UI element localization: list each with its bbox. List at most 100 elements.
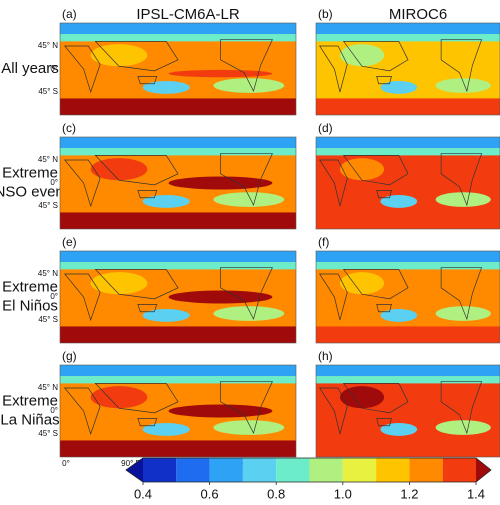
row-label: All years <box>1 60 59 77</box>
map-polar-band <box>316 262 500 270</box>
map-southern-band <box>316 212 500 229</box>
colorbar-bin <box>376 458 410 482</box>
map-blob <box>213 306 285 321</box>
panel-label: (b) <box>318 7 333 21</box>
map-blob <box>339 158 385 181</box>
lat-label: 45° S <box>38 315 58 324</box>
map-blob <box>213 420 285 435</box>
column-title: IPSL-CM6A-LR <box>136 6 240 23</box>
colorbar-bin <box>242 458 277 482</box>
map <box>59 364 297 458</box>
map-polar-band <box>60 251 296 263</box>
map-blob <box>339 44 385 67</box>
lat-label: 45° N <box>38 41 58 50</box>
map-blob <box>142 80 190 94</box>
colorbar-bin <box>209 458 243 482</box>
map-blob <box>142 194 190 208</box>
lat-label: 45° N <box>38 269 58 278</box>
coastline <box>63 153 273 208</box>
colorbar-tick-label: 1.4 <box>467 486 485 501</box>
map-blob <box>142 422 190 436</box>
coastline <box>319 39 483 93</box>
colorbar-bin <box>309 458 343 482</box>
map-frame <box>59 22 297 116</box>
panel-label: (g) <box>62 349 77 363</box>
map-blob <box>435 420 491 435</box>
map-pacific <box>168 404 273 418</box>
map <box>315 22 500 116</box>
row-label: Extreme <box>2 278 58 295</box>
map-polar-band <box>60 376 296 384</box>
row-label: Extreme <box>2 164 58 181</box>
map-frame <box>59 250 297 344</box>
map-polar-band <box>316 251 500 263</box>
colorbar-bin <box>409 458 443 482</box>
colorbar-tick-label: 1.2 <box>400 486 418 501</box>
map-blob <box>380 308 418 322</box>
map-frame <box>315 22 500 116</box>
map-frame <box>59 364 297 458</box>
map-blob <box>380 80 418 94</box>
map-blob <box>435 192 491 207</box>
panel-label: (e) <box>62 235 77 249</box>
map-blob <box>213 192 285 207</box>
lat-label: 45° S <box>38 201 58 210</box>
map-pacific <box>168 290 273 304</box>
lat-label: 0° <box>50 292 58 301</box>
row-label: Extreme <box>2 392 58 409</box>
coastline <box>63 381 273 436</box>
map <box>315 250 500 344</box>
map-frame <box>315 136 500 230</box>
coastline <box>319 381 483 435</box>
map <box>59 136 297 230</box>
column-title: MIROC6 <box>389 6 447 23</box>
colorbar-bin <box>442 458 476 482</box>
map-polar-band <box>316 148 500 156</box>
panel-label: (h) <box>318 349 333 363</box>
map-blob <box>213 78 285 93</box>
row-label: El Niños <box>2 297 58 314</box>
map-blob <box>435 306 491 321</box>
map-frame <box>315 250 500 344</box>
map-southern-band <box>60 440 296 457</box>
lat-label: 0° <box>50 406 58 415</box>
map-polar-band <box>60 365 296 377</box>
colorbar-bin <box>342 458 377 482</box>
map-polar-band <box>60 34 296 42</box>
map-blob <box>90 272 148 295</box>
map-pacific <box>168 69 273 78</box>
map-blob <box>90 44 148 67</box>
map <box>315 136 500 230</box>
lat-label: 0° <box>50 64 58 73</box>
map-blob <box>339 272 385 295</box>
map-polar-band <box>60 137 296 149</box>
map-southern-band <box>316 326 500 343</box>
panel-label: (d) <box>318 121 333 135</box>
panel-label: (c) <box>62 121 76 135</box>
coastline <box>63 39 273 94</box>
colorbar-bin <box>143 458 177 482</box>
row-label: La Niñas <box>0 411 59 428</box>
lon-label: 90° E <box>121 459 141 468</box>
colorbar-over <box>476 458 491 482</box>
map-polar-band <box>60 23 296 35</box>
map <box>59 250 297 344</box>
colorbar-under <box>126 458 143 482</box>
colorbar-tick-label: 1.0 <box>334 486 352 501</box>
lon-label: 0° <box>62 459 70 468</box>
panel-label: (f) <box>318 235 329 249</box>
coastline <box>319 153 483 207</box>
map-frame <box>315 364 500 458</box>
map-polar-band <box>60 148 296 156</box>
map-polar-band <box>316 137 500 149</box>
map-polar-band <box>316 23 500 35</box>
coastline <box>63 267 273 322</box>
map-polar-band <box>316 34 500 42</box>
map-blob <box>339 386 385 409</box>
map <box>315 364 500 458</box>
map <box>59 22 297 116</box>
map-polar-band <box>316 376 500 384</box>
lat-label: 0° <box>50 178 58 187</box>
map-polar-band <box>316 365 500 377</box>
